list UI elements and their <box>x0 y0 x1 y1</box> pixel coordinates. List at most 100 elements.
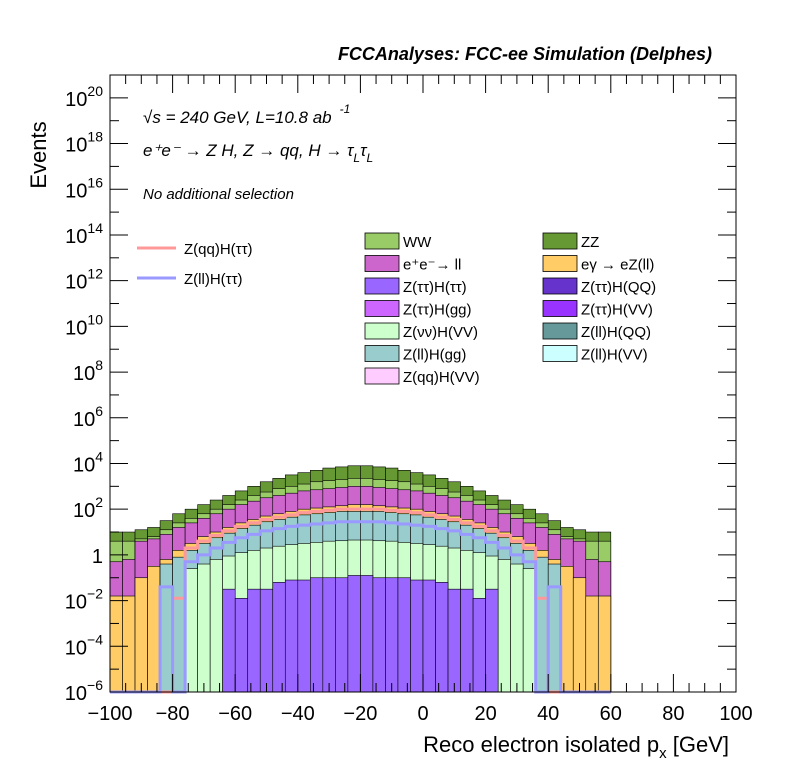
legend-fill-label: WW <box>403 234 432 251</box>
y-tick-label: 1016 <box>65 174 103 202</box>
legend-fill-swatch <box>542 300 578 317</box>
legend-fill-label: Z(νν)H(VV) <box>403 324 478 341</box>
legend-fill-swatch <box>364 322 400 340</box>
legend-fill-label: ZZ <box>581 234 599 251</box>
bar-tautau-15 <box>297 579 311 693</box>
legend-signal: Z(qq)H(ττ) Z(ll)H(ττ) <box>137 241 253 288</box>
bar-tautau-11 <box>247 588 261 693</box>
legend-fill-swatch <box>364 277 400 295</box>
legend-fill-swatch <box>364 345 400 362</box>
bar-nuVV-33 <box>522 568 536 693</box>
bar-llHgg-5 <box>172 556 186 693</box>
signal-line-1 <box>110 520 611 694</box>
y-tick-labels: 10−6 10−4 10−2 1 102 104 106 108 1010 1012 1014 101… <box>65 83 103 705</box>
bar-tautau-18 <box>335 577 349 693</box>
y-tick-label: 1018 <box>65 129 103 157</box>
y-tick-label: 1010 <box>65 311 103 339</box>
legend-fill-label: Z(qq)H(VV) <box>403 369 480 386</box>
bar-eZll-37 <box>572 577 587 693</box>
x-tick-label: −20 <box>343 703 377 725</box>
legend-fill-swatch <box>364 255 400 272</box>
bar-tautau-16 <box>310 577 324 693</box>
selection-annotation: No additional selection <box>143 186 294 203</box>
legend-background: WW ZZ e⁺e⁻→ ll eγ → eZ(ll) Z(ττ)H(ττ) Z(ττ)H(… <box>364 232 656 386</box>
energy-annotation: √s = 240 GeV, L=10.8 ab -1 <box>143 102 350 127</box>
bar-tautau-27 <box>447 588 461 693</box>
bar-tautau-9 <box>222 588 236 693</box>
y-tick-label: 1 <box>92 546 103 568</box>
bar-nuVV-7 <box>197 563 211 693</box>
legend-fill-label: Z(ll)H(VV) <box>581 347 648 364</box>
x-tick-label: 60 <box>600 703 622 725</box>
x-tick-label: 100 <box>719 703 752 725</box>
bar-tautau-23 <box>397 577 411 693</box>
y-tick-label: 106 <box>73 403 103 431</box>
legend-fill-swatch <box>542 232 578 250</box>
bar-eZll-1 <box>122 595 136 693</box>
legend-fill-label: Z(ll)H(gg) <box>403 347 466 364</box>
y-tick-label: 104 <box>73 448 103 476</box>
legend-fill-swatch <box>364 300 400 317</box>
bar-eZll-3 <box>147 566 161 693</box>
process-annotation: e⁺e⁻ → Z H, Z → qq, H → τLτL <box>143 141 373 165</box>
y-axis-label: Events <box>26 121 51 188</box>
x-tick-label: 0 <box>417 703 428 725</box>
bar-tautau-30 <box>485 588 499 693</box>
y-tick-label: 10−6 <box>65 677 103 705</box>
bar-tautau-10 <box>234 598 249 693</box>
bar-nuVV-32 <box>510 563 524 693</box>
signal-line-0 <box>110 507 611 694</box>
legend-line-label: Z(ll)H(ττ) <box>184 271 243 288</box>
bar-tautau-12 <box>259 588 274 693</box>
annotations: √s = 240 GeV, L=10.8 ab -1 e⁺e⁻ → Z H, Z … <box>143 102 373 203</box>
bar-tautau-26 <box>435 582 449 693</box>
legend-fill-swatch <box>542 255 578 272</box>
bar-llHgg-35 <box>547 563 562 693</box>
x-tick-label: 80 <box>662 703 684 725</box>
x-axis-label: Reco electron isolated px [GeV] <box>423 732 729 762</box>
bar-eZll-0 <box>109 595 123 693</box>
bar-eZll-39 <box>597 595 612 693</box>
legend-fill-swatch <box>542 345 578 362</box>
legend-fill-label: Z(ττ)H(VV) <box>581 302 653 319</box>
bar-llHgg-34 <box>535 556 549 693</box>
legend-fill-label: e⁺e⁻→ ll <box>403 257 461 274</box>
bar-tautau-20 <box>360 575 374 693</box>
y-tick-label: 10−2 <box>65 586 103 614</box>
legend-fill-label: eγ → eZ(ll) <box>581 257 654 274</box>
legend-line-label: Z(qq)H(ττ) <box>184 241 253 258</box>
bar-tautau-19 <box>347 575 361 693</box>
bar-tautau-25 <box>422 579 436 693</box>
bar-eZll-2 <box>134 577 148 693</box>
chart-title: FCCAnalyses: FCC-ee Simulation (Delphes) <box>338 44 712 64</box>
x-tick-label: −60 <box>218 703 252 725</box>
legend-fill-swatch <box>364 367 400 385</box>
legend-fill-swatch <box>542 277 578 295</box>
bar-nuVV-6 <box>184 568 198 693</box>
bar-eZll-36 <box>560 566 574 693</box>
bar-tautau-17 <box>322 577 336 693</box>
y-tick-label: 1014 <box>65 220 103 248</box>
bar-llHgg-4 <box>159 563 173 693</box>
legend-fill-label: Z(ττ)H(gg) <box>403 302 472 319</box>
y-tick-label: 102 <box>73 494 103 522</box>
x-tick-label: 20 <box>474 703 496 725</box>
bar-nuVV-31 <box>497 559 511 693</box>
legend-fill-swatch <box>364 232 400 250</box>
bar-tautau-14 <box>284 579 299 693</box>
legend-fill-swatch <box>542 322 578 340</box>
bar-tautau-13 <box>272 582 286 693</box>
y-tick-label: 108 <box>73 357 103 385</box>
legend-fill-label: Z(ll)H(QQ) <box>581 324 651 341</box>
y-tick-label: 1012 <box>65 266 103 294</box>
axis-ticks <box>109 74 737 693</box>
bar-tautau-24 <box>410 579 424 693</box>
bar-tautau-28 <box>460 588 474 693</box>
y-tick-label: 1020 <box>65 83 103 111</box>
bar-tautau-22 <box>385 577 399 693</box>
bar-tautau-29 <box>472 598 486 693</box>
y-tick-label: 10−4 <box>65 631 103 659</box>
bar-eZll-38 <box>585 595 599 693</box>
bar-tautau-21 <box>372 577 386 693</box>
